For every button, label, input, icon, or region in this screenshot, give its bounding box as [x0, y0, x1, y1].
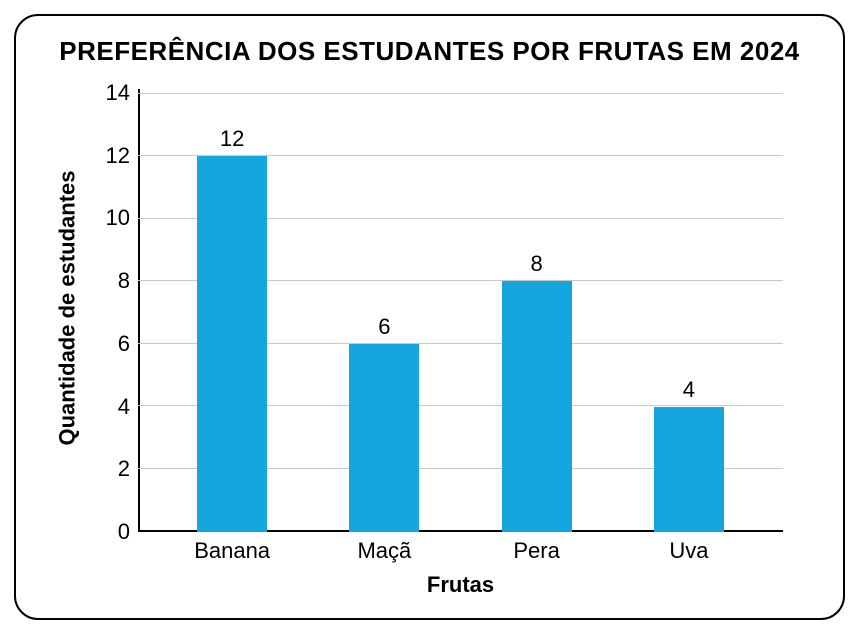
bar-value-label: 8 [531, 251, 543, 277]
y-axis-label: Quantidade de estudantes [55, 170, 81, 445]
bar-slot: 4 [613, 93, 765, 532]
bar-rect [349, 344, 419, 532]
chart-title: PREFERÊNCIA DOS ESTUDANTES POR FRUTAS EM… [46, 36, 813, 67]
bar-rect [654, 407, 724, 532]
chart-body: Quantidade de estudantes 0 2 4 6 8 10 12 14 12 6… [46, 83, 813, 598]
bar-rect [197, 156, 267, 532]
bar-value-label: 6 [378, 314, 390, 340]
bars-layer: 12 6 8 4 [138, 93, 783, 532]
ytick-label: 4 [118, 394, 130, 420]
ytick-label: 6 [118, 331, 130, 357]
plot-row: Quantidade de estudantes 02468101214 126… [46, 83, 813, 532]
plot-cell: 12 6 8 4 [138, 83, 813, 532]
ytick-label: 8 [118, 268, 130, 294]
xtick-label: Uva [613, 538, 765, 564]
ytick-label: 10 [106, 205, 130, 231]
ytick-label: 0 [118, 519, 130, 545]
bar-slot: 6 [308, 93, 460, 532]
bar-value-label: 4 [683, 377, 695, 403]
xtick-row: BananaMaçãPeraUva [46, 532, 813, 564]
ytick-label: 12 [106, 143, 130, 169]
xtick-label: Pera [461, 538, 613, 564]
yticks-cell: 02468101214 [90, 83, 138, 532]
bar-rect [502, 281, 572, 532]
ytick-label: 14 [106, 80, 130, 106]
xtick-label: Banana [156, 538, 308, 564]
ytick-label: 2 [118, 456, 130, 482]
bar-slot: 12 [156, 93, 308, 532]
xtick-label: Maçã [308, 538, 460, 564]
bar-slot: 8 [461, 93, 613, 532]
chart-container: PREFERÊNCIA DOS ESTUDANTES POR FRUTAS EM… [14, 14, 845, 620]
bar-value-label: 12 [220, 126, 244, 152]
x-axis-label: Frutas [138, 572, 783, 598]
ylabel-cell: Quantidade de estudantes [46, 83, 90, 532]
xlabel-row: Frutas [46, 572, 813, 598]
